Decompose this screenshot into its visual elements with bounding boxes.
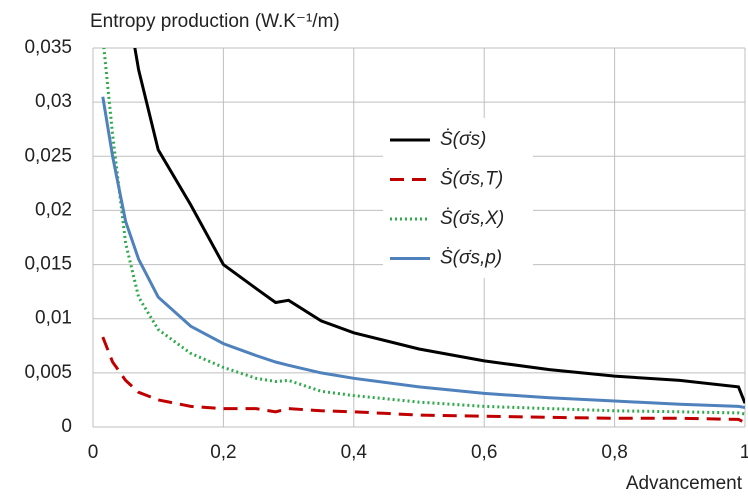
x-axis-label: Advancement bbox=[626, 473, 743, 494]
legend-label: Ṡ(σ̇s,T) bbox=[440, 169, 503, 190]
x-tick-label: 0,6 bbox=[471, 442, 497, 463]
legend-label: Ṡ(σ̇s,X) bbox=[440, 208, 504, 229]
x-tick-label: 1 bbox=[740, 442, 748, 463]
y-tick-label: 0,035 bbox=[24, 37, 72, 58]
x-tick-label: 0 bbox=[88, 442, 99, 463]
y-tick-label: 0,02 bbox=[35, 199, 72, 220]
legend-label: Ṡ(σ̇s) bbox=[440, 129, 486, 150]
series-line bbox=[101, 96, 745, 409]
y-tick-label: 0,03 bbox=[35, 91, 72, 112]
chart-title: Entropy production (W.K⁻¹/m) bbox=[90, 11, 340, 32]
series-line bbox=[101, 336, 745, 425]
series-line bbox=[133, 48, 745, 404]
x-tick-label: 0,2 bbox=[210, 442, 236, 463]
x-tick-label: 0,8 bbox=[601, 442, 627, 463]
x-tick-label: 0,4 bbox=[341, 442, 368, 463]
y-tick-label: 0,005 bbox=[24, 362, 72, 383]
plot-lines bbox=[101, 48, 745, 425]
y-tick-label: 0,025 bbox=[24, 145, 72, 166]
y-tick-label: 0 bbox=[61, 416, 72, 437]
legend-box bbox=[383, 118, 533, 278]
y-tick-label: 0,01 bbox=[35, 308, 72, 329]
y-tick-label: 0,015 bbox=[24, 254, 72, 275]
legend-label: Ṡ(σ̇s,p) bbox=[440, 248, 502, 269]
